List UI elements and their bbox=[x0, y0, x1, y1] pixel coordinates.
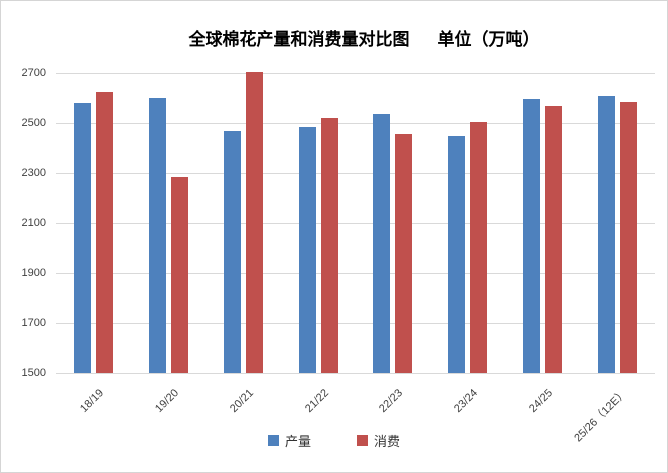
gridline-1700 bbox=[56, 323, 655, 324]
chart-title: 全球棉花产量和消费量对比图 单位（万吨） bbox=[31, 25, 667, 50]
x-axis-label-18/19: 18/19 bbox=[77, 387, 106, 415]
y-axis-tick-label: 2500 bbox=[21, 117, 46, 129]
bar-消费-24/25 bbox=[545, 105, 563, 373]
y-axis-tick-label: 2100 bbox=[21, 217, 46, 229]
y-axis-tick-label: 2300 bbox=[21, 167, 46, 179]
chart-unit-label: 单位（万吨） bbox=[437, 30, 540, 49]
consumption-legend-label: 消费 bbox=[374, 434, 401, 449]
bar-产量-25/26（12E） bbox=[598, 95, 616, 373]
legend-item-production: 产量 bbox=[267, 431, 311, 450]
chart-title-text: 全球棉花产量和消费量对比图 bbox=[188, 30, 410, 49]
chart-legend: 产量 消费 bbox=[1, 431, 667, 450]
y-axis-tick-label: 1700 bbox=[21, 317, 46, 329]
bar-消费-18/19 bbox=[95, 91, 113, 373]
bar-产量-24/25 bbox=[523, 99, 541, 373]
bar-消费-25/26（12E） bbox=[620, 101, 638, 373]
gridline-1500 bbox=[56, 373, 655, 374]
bar-消费-22/23 bbox=[395, 134, 413, 373]
x-axis-label-24/25: 24/25 bbox=[527, 387, 556, 415]
gridline-1900 bbox=[56, 273, 655, 274]
bar-产量-23/24 bbox=[448, 135, 466, 373]
consumption-legend-swatch bbox=[357, 435, 368, 446]
x-axis-label-20/21: 20/21 bbox=[227, 387, 256, 415]
y-axis-tick-label: 2700 bbox=[21, 67, 46, 79]
bar-产量-20/21 bbox=[223, 130, 241, 373]
legend-item-consumption: 消费 bbox=[357, 431, 400, 450]
x-axis-label-19/20: 19/20 bbox=[152, 387, 181, 415]
production-legend-swatch bbox=[267, 435, 279, 446]
y-axis-tick-label: 1500 bbox=[21, 367, 46, 379]
bar-消费-23/24 bbox=[470, 121, 488, 373]
bar-消费-21/22 bbox=[320, 118, 338, 373]
bar-产量-18/19 bbox=[73, 103, 91, 373]
gridline-2300 bbox=[56, 173, 655, 174]
bar-产量-22/23 bbox=[373, 114, 391, 373]
bar-产量-19/20 bbox=[148, 98, 166, 373]
production-legend-label: 产量 bbox=[284, 434, 311, 449]
gridline-2500 bbox=[56, 123, 655, 124]
x-axis-label-22/23: 22/23 bbox=[377, 387, 406, 415]
gridline-2100 bbox=[56, 223, 655, 224]
bar-产量-21/22 bbox=[298, 126, 316, 373]
x-axis-label-21/22: 21/22 bbox=[302, 387, 331, 415]
x-axis-label-23/24: 23/24 bbox=[452, 387, 481, 415]
y-axis-tick-label: 1900 bbox=[21, 267, 46, 279]
bar-消费-20/21 bbox=[245, 71, 263, 373]
bar-消费-19/20 bbox=[170, 176, 188, 373]
gridline-2700 bbox=[56, 73, 655, 74]
